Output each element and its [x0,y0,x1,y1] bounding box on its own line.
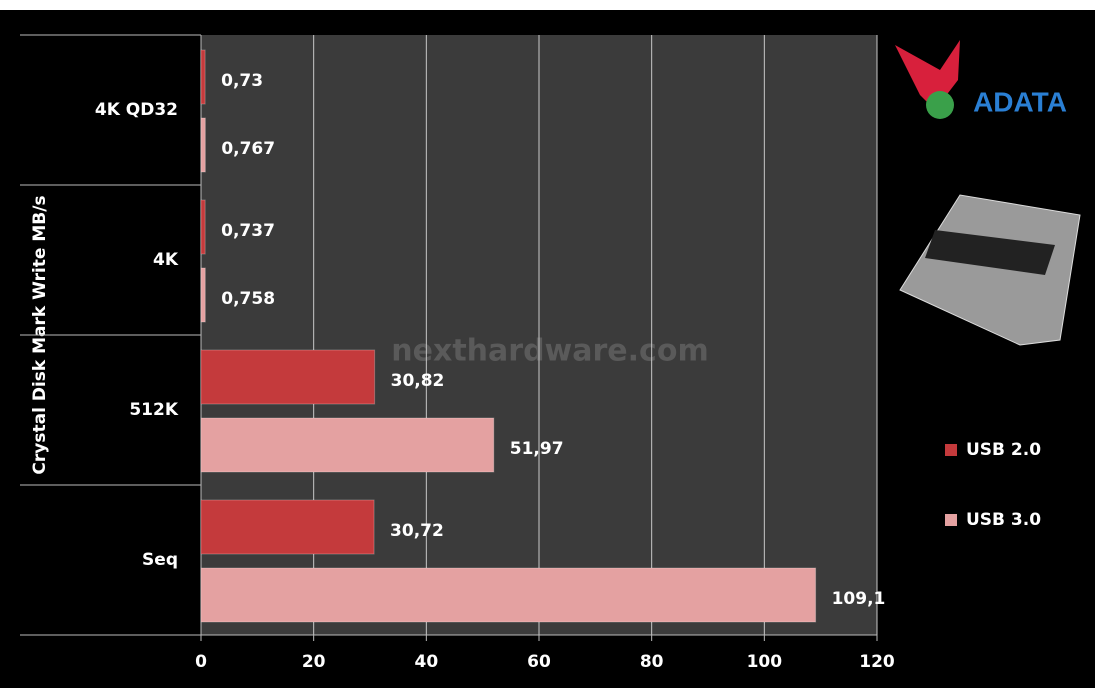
legend-label: USB 3.0 [966,510,1041,530]
y-tick-label: 4K QD32 [95,100,178,120]
bar [201,50,205,104]
bar [201,200,205,254]
legend-label: USB 2.0 [966,440,1041,460]
bar [201,568,816,622]
y-tick-label: 4K [153,250,179,270]
value-label: 0,73 [221,71,263,91]
watermark: nexthardware.com [391,334,708,369]
x-tick-label: 0 [195,652,207,672]
bar [201,118,205,172]
bar [201,350,375,404]
legend-swatch [945,514,957,526]
value-label: 109,1 [832,589,886,609]
top-border [0,0,1095,10]
x-tick-label: 100 [747,652,783,672]
x-tick-label: 40 [414,652,438,672]
value-label: 30,72 [390,521,444,541]
x-tick-label: 20 [302,652,326,672]
bar [201,500,374,554]
y-tick-label: 512K [129,400,178,420]
value-label: 0,758 [221,289,275,309]
chart: nexthardware.com Crystal Disk Mark Write… [0,0,1095,688]
bar [201,418,494,472]
legend-swatch [945,444,957,456]
x-tick-label: 60 [527,652,551,672]
logo-wing [926,91,954,119]
value-label: 0,737 [221,221,275,241]
value-label: 0,767 [221,139,275,159]
value-label: 51,97 [510,439,564,459]
bar [201,268,205,322]
logo-text: ADATA [973,86,1067,117]
y-tick-label: Seq [142,550,178,570]
value-label: 30,82 [391,371,445,391]
x-tick-label: 80 [640,652,664,672]
x-tick-label: 120 [859,652,895,672]
